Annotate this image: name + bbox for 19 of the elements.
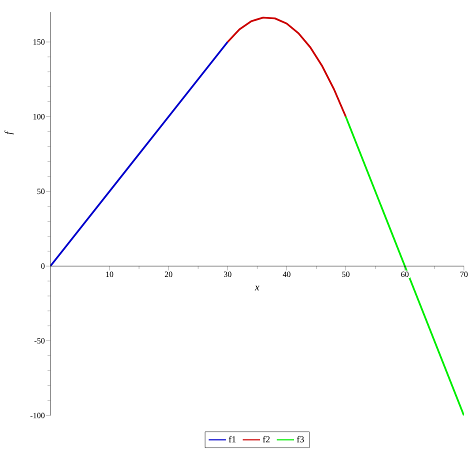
y-tick-label: 0	[41, 263, 45, 269]
legend-label: f2	[262, 436, 270, 442]
y-tick-label: 100	[34, 114, 45, 120]
legend-label: f1	[228, 436, 236, 442]
y-axis-title: f	[4, 130, 14, 134]
x-tick-label: 50	[342, 272, 350, 278]
legend-label: f3	[296, 436, 304, 442]
x-tick-label: 70	[460, 272, 468, 278]
x-axis-title: x	[254, 286, 260, 290]
x-tick-label: 40	[282, 272, 290, 278]
y-tick-label: -100	[30, 412, 45, 418]
y-tick-label: 150	[34, 39, 45, 45]
x-tick-label: 20	[164, 272, 172, 278]
line-series	[226, 16, 347, 118]
x-tick-label: 60	[401, 272, 409, 278]
y-tick-label: -50	[34, 338, 45, 344]
y-tick-label: 50	[37, 188, 45, 194]
x-tick-label: 10	[106, 272, 114, 278]
x-tick-label: 30	[224, 272, 232, 278]
